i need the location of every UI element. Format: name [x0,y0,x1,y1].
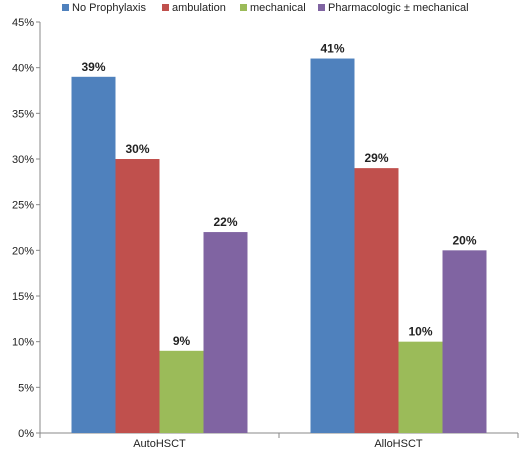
bar [71,76,116,434]
bars [71,58,487,434]
bar-value-label: 9% [173,334,191,348]
bar [115,159,160,433]
x-category-label: AutoHSCT [133,438,186,450]
x-axis: AutoHSCT AlloHSCT [39,432,519,450]
y-tick-label: 35% [12,108,34,120]
y-tick-label: 30% [12,154,34,166]
bar-value-label: 29% [364,151,388,165]
y-tick-label: 40% [12,63,34,75]
bar-value-label: 30% [125,142,149,156]
x-category-label: AlloHSCT [374,438,423,450]
bar [203,232,248,433]
bar [442,250,487,433]
y-tick-label: 15% [12,291,34,303]
data-labels: 39% 30% 9% 22% 41% 29% 10% 20% [81,42,476,348]
bar [159,350,204,433]
y-tick-label: 0% [18,428,34,440]
bar [398,341,443,433]
bar-value-label: 41% [320,42,344,56]
legend-swatch [62,4,69,11]
legend-label: Pharmacologic ± mechanical [328,2,469,14]
legend-label: No Prophylaxis [72,2,146,14]
legend: No Prophylaxis ambulation mechanical Pharma… [62,2,469,14]
bar-value-label: 20% [452,233,476,247]
bar-value-label: 10% [408,325,432,339]
y-tick-label: 25% [12,200,34,212]
legend-swatch [240,4,247,11]
bar [310,58,355,434]
legend-label: ambulation [172,2,226,14]
y-axis: 0% 5% 10% 15% 20% 25% 30% 35% 40% 45% [12,17,41,440]
y-tick-label: 45% [12,17,34,29]
y-tick-label: 5% [18,382,34,394]
bar-value-label: 39% [81,60,105,74]
y-tick-label: 10% [12,337,34,349]
legend-swatch [162,4,169,11]
bar [354,168,399,433]
legend-label: mechanical [250,2,306,14]
y-tick-label: 20% [12,245,34,257]
legend-swatch [318,4,325,11]
bar-value-label: 22% [213,215,237,229]
